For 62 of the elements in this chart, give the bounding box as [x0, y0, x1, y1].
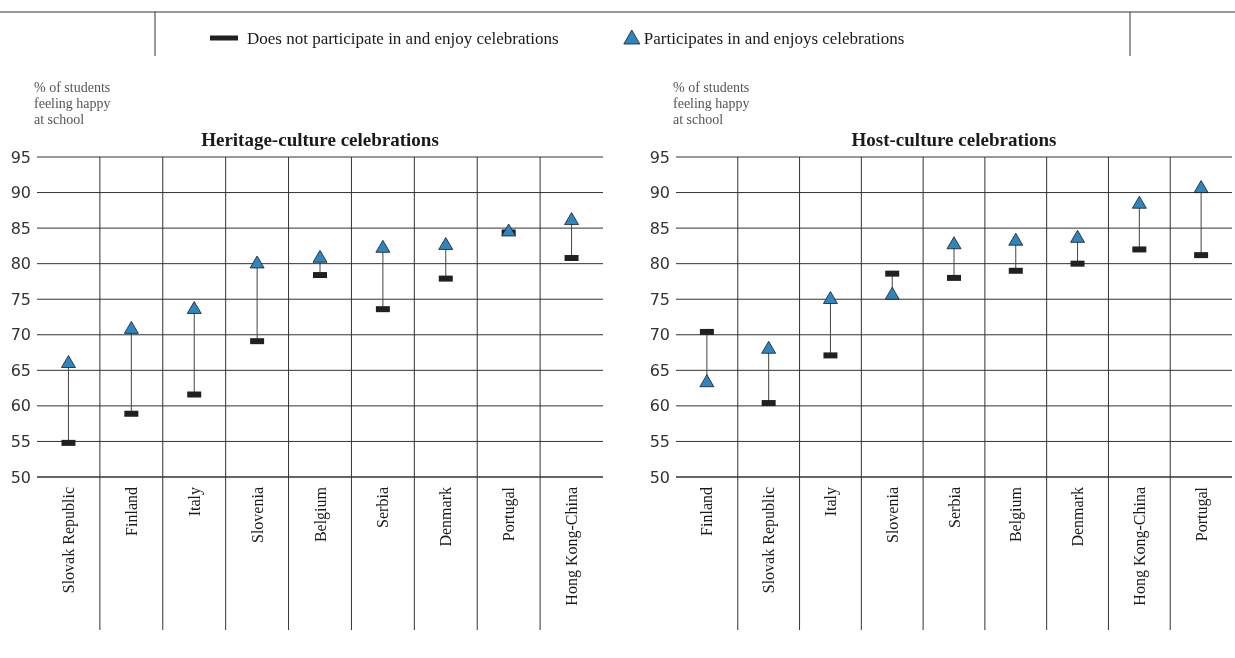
x-tick-label: Serbia — [374, 487, 392, 528]
point — [501, 223, 517, 237]
point — [699, 374, 715, 388]
x-tick-label: Hong Kong-China — [1130, 487, 1149, 606]
x-tick-label: Finland — [122, 487, 140, 536]
point — [884, 286, 900, 300]
point — [123, 320, 139, 334]
y-tick-label: 90 — [649, 183, 670, 203]
y-tick-label: 85 — [649, 218, 670, 238]
x-tick-label: Finland — [698, 487, 716, 536]
point — [564, 212, 579, 225]
x-tick-label: Belgium — [311, 486, 330, 543]
y-tick-label: 95 — [649, 147, 670, 167]
x-tick-label: Slovak Republic — [760, 487, 779, 594]
y-tick-label: 95 — [10, 147, 31, 167]
y-tick-label: 80 — [649, 254, 670, 274]
point — [946, 236, 962, 250]
x-tick-label: Italy — [185, 487, 204, 517]
x-tick-label: Slovak Republic — [60, 487, 79, 594]
y-tick-label: 75 — [10, 289, 31, 309]
x-tick-label: Belgium — [1007, 486, 1026, 543]
point — [1070, 229, 1085, 243]
y-tick-label: 65 — [10, 360, 31, 380]
y-tick-label: 60 — [10, 396, 31, 416]
y-tick-label: 50 — [10, 467, 31, 487]
y-tick-label: 55 — [649, 432, 670, 452]
point — [61, 355, 76, 368]
y-tick-label: 70 — [10, 325, 31, 345]
y-tick-label: 90 — [10, 183, 31, 203]
x-tick-label: Slovenia — [883, 487, 901, 543]
y-tick-label: 85 — [10, 218, 31, 238]
point — [186, 301, 202, 314]
y-tick-label: 80 — [10, 254, 31, 274]
chart-title: Host-culture celebrations — [851, 129, 1057, 150]
y-axis-title: % of students feeling happy at school — [673, 80, 750, 127]
point — [312, 249, 328, 263]
point — [823, 291, 838, 304]
y-tick-label: 75 — [649, 289, 670, 309]
point — [249, 255, 265, 269]
point — [761, 340, 777, 354]
chart-title: Heritage-culture celebrations — [201, 129, 439, 150]
y-axis-title: % of students feeling happy at school — [34, 80, 111, 127]
x-tick-label: Italy — [822, 487, 841, 517]
x-tick-label: Serbia — [945, 487, 963, 528]
point — [375, 239, 391, 253]
y-tick-label: 50 — [649, 467, 670, 487]
point — [1193, 180, 1209, 193]
point — [1008, 232, 1024, 246]
x-tick-label: Portugal — [1192, 486, 1211, 542]
legend-label: Does not participate in and enjoy celebrations — [247, 28, 559, 48]
point — [438, 237, 454, 250]
x-tick-label: Hong Kong-China — [563, 487, 582, 606]
x-tick-label: Slovenia — [248, 487, 266, 543]
y-tick-label: 65 — [649, 360, 670, 380]
y-tick-label: 60 — [649, 396, 670, 416]
x-tick-label: Denmark — [437, 487, 455, 547]
point — [1131, 195, 1147, 209]
x-tick-label: Denmark — [1069, 487, 1087, 547]
x-tick-label: Portugal — [500, 486, 519, 542]
y-tick-label: 55 — [10, 432, 31, 452]
legend-label: Participates in and enjoys celebrations — [643, 28, 905, 48]
y-tick-label: 70 — [649, 325, 670, 345]
